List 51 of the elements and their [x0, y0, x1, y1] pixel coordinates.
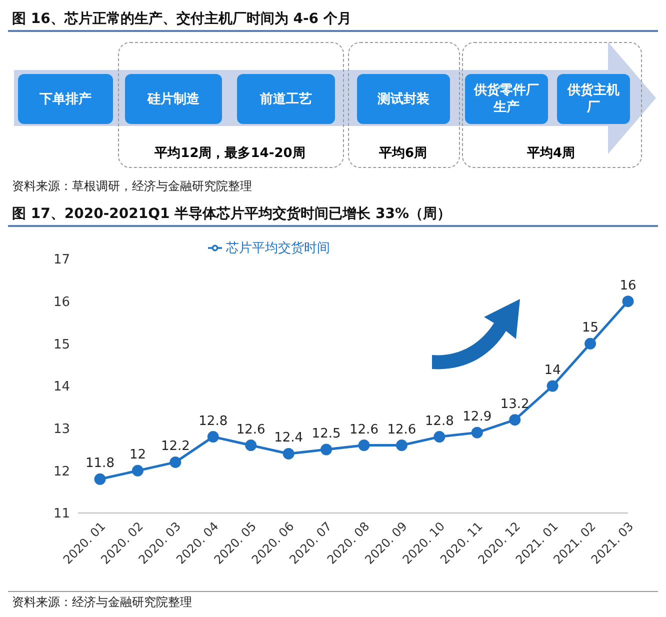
text: 资料来源：草根调研，经济与金融研究院整理 — [11, 178, 253, 195]
point — [245, 440, 257, 452]
text: 供货主机厂 — [557, 74, 630, 124]
point — [546, 380, 558, 392]
y-tick-label: 14 — [53, 380, 70, 395]
text: 资料来源：经济与金融研究院整理 — [8, 591, 658, 613]
data-label: 12 — [129, 448, 146, 463]
text: 平均4周 — [526, 145, 576, 162]
text: 前道工艺 — [237, 74, 335, 124]
point — [320, 444, 332, 456]
text: 供货零件厂生产 — [465, 74, 548, 124]
data-label: 13.2 — [500, 396, 530, 412]
y-tick-label: 13 — [53, 422, 70, 437]
point — [358, 440, 370, 452]
text: 图 16、芯片正常的生产、交付主机厂时间为 4-6 个月 — [8, 8, 658, 32]
data-label: 16 — [620, 278, 636, 294]
point — [282, 448, 294, 460]
data-label: 14 — [544, 363, 561, 378]
data-label: 15 — [582, 320, 599, 336]
point — [622, 296, 634, 308]
data-label: 12.2 — [160, 439, 190, 454]
y-tick-label: 17 — [53, 252, 70, 268]
data-label: 12.6 — [350, 422, 378, 438]
data-label: 12.8 — [424, 414, 454, 429]
text: 下单排产 — [18, 74, 113, 124]
point — [132, 464, 144, 476]
point — [509, 414, 521, 426]
y-tick-label: 12 — [53, 464, 70, 480]
point — [584, 338, 596, 350]
text: 平均12周，最多14-20周 — [154, 145, 306, 162]
data-label: 12.6 — [387, 422, 416, 438]
point — [207, 431, 219, 443]
point — [434, 431, 446, 443]
data-label: 12.5 — [312, 426, 341, 442]
legend-label: 芯片平均交货时间 — [226, 241, 330, 256]
text: 平均6周 — [378, 145, 428, 162]
chart-title: 图 17、2020-2021Q1 半导体芯片平均交货时间已增长 33%（周） — [8, 203, 658, 227]
point — [170, 456, 182, 468]
data-label: 11.8 — [86, 456, 114, 472]
point — [396, 440, 408, 452]
text: 测试封装 — [357, 74, 450, 124]
y-tick-label: 16 — [53, 294, 70, 310]
data-label: 12.9 — [462, 410, 492, 425]
data-label: 12.4 — [274, 430, 304, 446]
text: 硅片制造 — [125, 74, 222, 124]
point — [471, 426, 483, 438]
data-label: 12.8 — [198, 414, 228, 429]
y-tick-label: 11 — [53, 506, 70, 522]
point — [94, 473, 106, 485]
y-tick-label: 15 — [53, 337, 70, 352]
data-label: 12.6 — [236, 422, 266, 438]
